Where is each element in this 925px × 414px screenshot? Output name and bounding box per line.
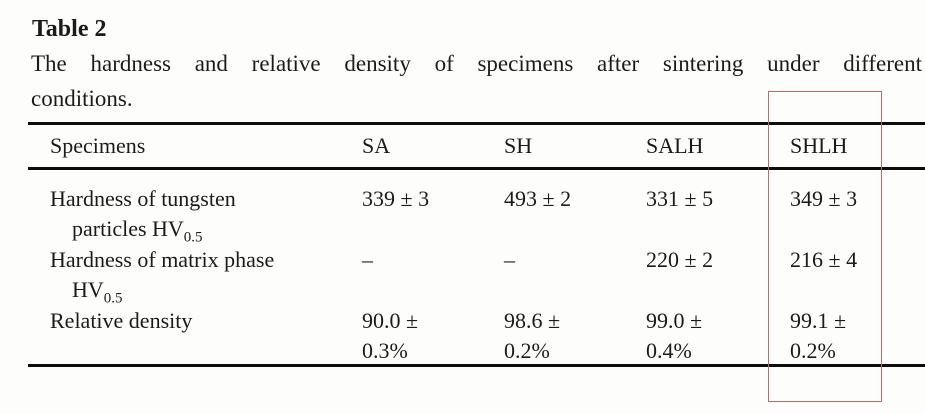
table-cell: 99.1 ± 0.2% bbox=[790, 308, 847, 363]
table-title: Table 2 bbox=[32, 16, 107, 42]
table-rule-bottom bbox=[28, 364, 925, 367]
column-header-sa: SA bbox=[362, 133, 391, 158]
row-label-hardness-matrix: Hardness of matrix phase HV0.5 bbox=[50, 247, 275, 307]
column-header-sh: SH bbox=[504, 133, 533, 158]
column-header-specimens: Specimens bbox=[50, 133, 146, 158]
table-cell: – bbox=[504, 247, 515, 272]
table-header-row: Specimens SA SH SALH SHLH bbox=[28, 125, 925, 167]
table-cell: 98.6 ± 0.2% bbox=[504, 308, 561, 363]
subscript: 0.5 bbox=[103, 290, 123, 307]
table-body: Hardness of tungsten particles HV0.5 339… bbox=[28, 170, 925, 369]
table-cell: 493 ± 2 bbox=[504, 186, 572, 211]
table-caption: The hardness and relative density of spe… bbox=[31, 46, 922, 116]
column-header-shlh: SHLH bbox=[790, 133, 848, 158]
table-rule-top bbox=[28, 122, 925, 125]
table-cell: 216 ± 4 bbox=[790, 247, 858, 272]
subscript: 0.5 bbox=[183, 229, 203, 246]
table-cell: 349 ± 3 bbox=[790, 186, 858, 211]
table-row: Hardness of tungsten particles HV0.5 339… bbox=[28, 184, 925, 246]
table-cell: – bbox=[362, 247, 373, 272]
row-label-hardness-tungsten: Hardness of tungsten particles HV0.5 bbox=[50, 186, 236, 246]
table-cell: 99.0 ± 0.4% bbox=[646, 308, 703, 363]
table-cell: 339 ± 3 bbox=[362, 186, 430, 211]
row-label-relative-density: Relative density bbox=[50, 308, 193, 333]
caption-line-1: The hardness and relative density of spe… bbox=[31, 51, 922, 76]
table-cell: 90.0 ± 0.3% bbox=[362, 308, 419, 363]
column-header-salh: SALH bbox=[646, 133, 704, 158]
table-cell: 331 ± 5 bbox=[646, 186, 714, 211]
table-rule-header bbox=[28, 167, 925, 170]
table-row: Relative density 90.0 ± 0.3% 98.6 ± 0.2%… bbox=[28, 306, 925, 368]
caption-line-2: conditions. bbox=[31, 86, 133, 111]
table-row: Hardness of matrix phase HV0.5 – – 220 ±… bbox=[28, 245, 925, 307]
table-cell: 220 ± 2 bbox=[646, 247, 714, 272]
